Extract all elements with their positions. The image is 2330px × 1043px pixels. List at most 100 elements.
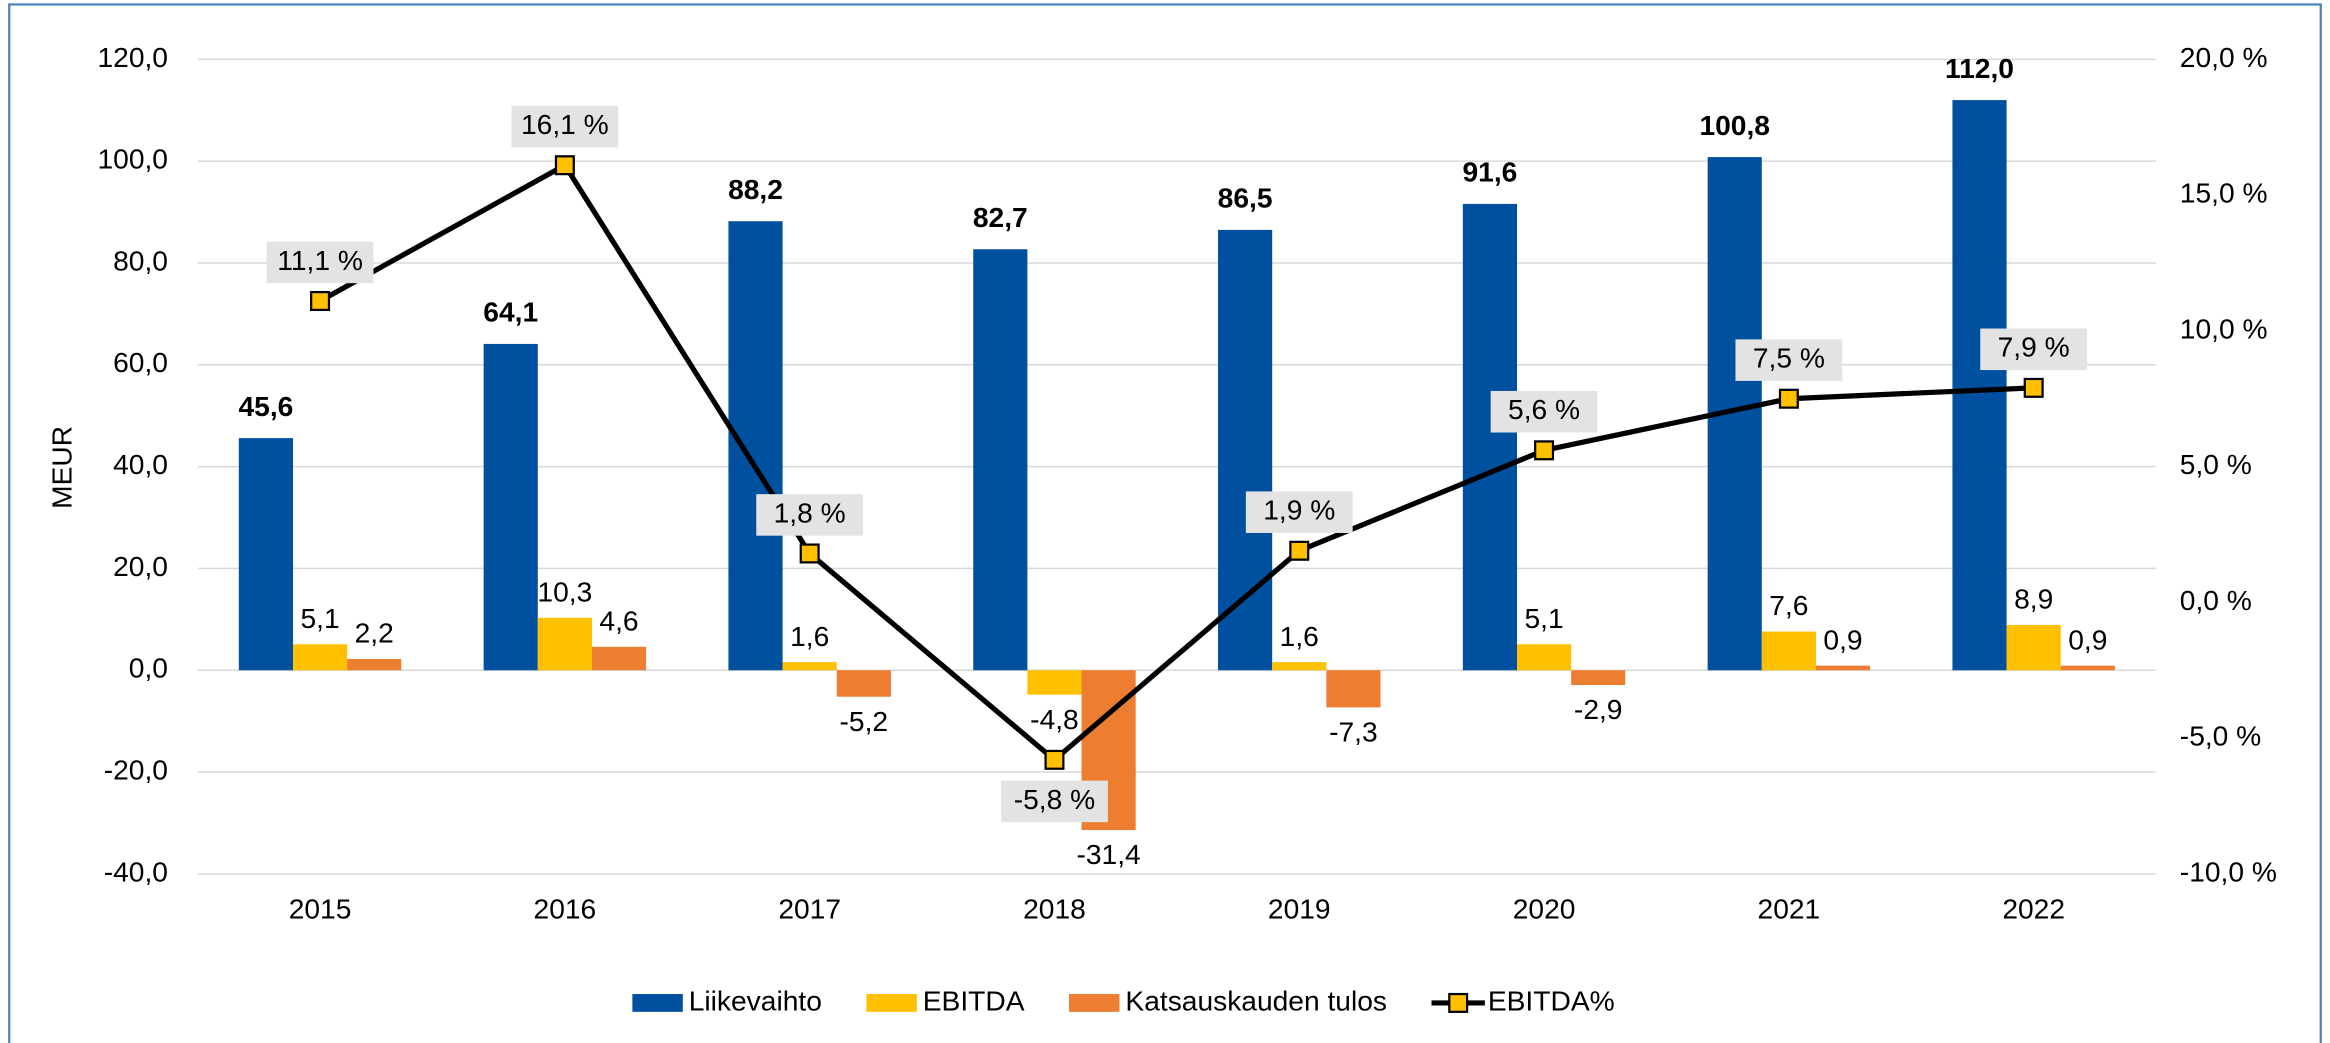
- line-marker: [310, 290, 331, 312]
- y-tick-label: -40,0: [104, 855, 168, 887]
- x-tick-label: 2016: [534, 892, 597, 924]
- legend-label: EBITDA%: [1488, 984, 1615, 1016]
- bar: [1218, 229, 1273, 671]
- x-tick-label: 2017: [778, 892, 841, 924]
- bar: [292, 644, 348, 671]
- data-label: -4,8: [1030, 703, 1079, 735]
- data-label: -2,9: [1574, 693, 1623, 725]
- data-label: 2,2: [355, 617, 394, 649]
- data-label: 100,8: [1699, 109, 1770, 141]
- y-tick-label: 100,0: [97, 143, 168, 175]
- data-label-box: [1980, 328, 2088, 371]
- x-tick-label: 2022: [2002, 892, 2065, 924]
- bar: [1027, 670, 1082, 695]
- data-label: 112,0: [1945, 52, 2014, 84]
- data-label-box: [1245, 491, 1353, 533]
- data-label: 5,6 %: [1508, 393, 1580, 425]
- data-label: 86,5: [1218, 182, 1273, 214]
- bar: [483, 343, 538, 671]
- line: [318, 161, 2034, 764]
- bar: [2006, 624, 2061, 671]
- data-label: 4,6: [599, 605, 638, 637]
- bar: [836, 670, 891, 697]
- y2-tick-label: 20,0 %: [2180, 41, 2268, 73]
- legend-swatch: [632, 994, 683, 1012]
- line-marker: [1778, 388, 1799, 409]
- data-label: 88,2: [728, 173, 783, 205]
- bar: [973, 249, 1028, 671]
- y-tick-label: 80,0: [113, 244, 168, 276]
- y2-tick-label: 0,0 %: [2180, 584, 2252, 616]
- data-label: 16,1 %: [521, 108, 609, 140]
- y2-tick-label: 5,0 %: [2180, 448, 2252, 480]
- x-tick-label: 2021: [1758, 892, 1821, 924]
- data-label: 1,8 %: [774, 496, 846, 528]
- data-label: -31,4: [1077, 838, 1141, 870]
- bar: [591, 646, 647, 671]
- legend-swatch: [866, 994, 917, 1012]
- y2-tick-label: -5,0 %: [2180, 720, 2261, 752]
- legend-swatch: [1069, 994, 1120, 1012]
- y-axis-label: MEUR: [46, 426, 78, 509]
- bar: [1516, 644, 1572, 671]
- data-label: 10,3: [537, 575, 592, 607]
- data-label: 7,9 %: [1998, 331, 2070, 363]
- bar: [1326, 670, 1381, 708]
- bar: [728, 221, 783, 671]
- data-label-box: [1735, 339, 1843, 381]
- data-label: 1,9 %: [1263, 494, 1335, 526]
- data-label: 8,9: [2014, 583, 2053, 615]
- line-marker: [2023, 377, 2044, 398]
- bar: [1815, 665, 1871, 671]
- bar: [782, 662, 837, 671]
- data-label: 82,7: [973, 201, 1028, 233]
- y-tick-label: -20,0: [104, 753, 168, 785]
- legend-label: Liikevaihto: [689, 984, 822, 1016]
- bar: [2060, 665, 2115, 671]
- x-tick-label: 2018: [1023, 892, 1086, 924]
- data-label: 5,1: [300, 602, 339, 634]
- data-label-box: [266, 241, 374, 284]
- data-label-box: [1001, 780, 1108, 823]
- data-label-box: [1490, 390, 1598, 433]
- y-tick-label: 20,0: [113, 550, 168, 582]
- data-label: 64,1: [483, 296, 538, 328]
- line-marker: [554, 155, 575, 176]
- legend-marker: [1448, 992, 1469, 1013]
- data-label: 7,5 %: [1753, 342, 1825, 374]
- bar: [238, 438, 293, 671]
- data-label-box: [756, 494, 864, 536]
- y-tick-label: 40,0: [113, 448, 168, 480]
- data-label: 0,9: [1823, 623, 1862, 655]
- data-label: 1,6: [1280, 620, 1319, 652]
- chart-border: [8, 3, 2322, 1043]
- y-tick-label: 0,0: [129, 652, 168, 684]
- data-label: 1,6: [790, 620, 829, 652]
- data-label: -5,8 %: [1014, 783, 1095, 815]
- x-tick-label: 2019: [1268, 892, 1331, 924]
- bar: [1571, 670, 1626, 685]
- bar: [1761, 631, 1816, 671]
- data-label-box: [511, 105, 619, 148]
- y-tick-label: 60,0: [113, 346, 168, 378]
- line-marker: [1534, 440, 1555, 461]
- line-marker: [1044, 749, 1065, 770]
- bar: [1462, 203, 1517, 671]
- data-label: -5,2: [840, 705, 889, 737]
- data-label: 11,1 %: [277, 244, 363, 276]
- bar: [1952, 100, 2007, 671]
- y2-tick-label: -10,0 %: [2180, 855, 2277, 887]
- line-marker: [799, 543, 820, 564]
- data-label: 0,9: [2068, 623, 2107, 655]
- bar: [347, 659, 402, 671]
- y2-tick-label: 15,0 %: [2180, 177, 2268, 209]
- data-label: 5,1: [1524, 602, 1563, 634]
- x-tick-label: 2020: [1513, 892, 1576, 924]
- y-tick-label: 120,0: [97, 41, 168, 73]
- data-label: -7,3: [1329, 716, 1378, 748]
- y2-tick-label: 10,0 %: [2180, 312, 2268, 344]
- x-tick-label: 2015: [289, 892, 352, 924]
- legend-label: EBITDA: [923, 984, 1025, 1016]
